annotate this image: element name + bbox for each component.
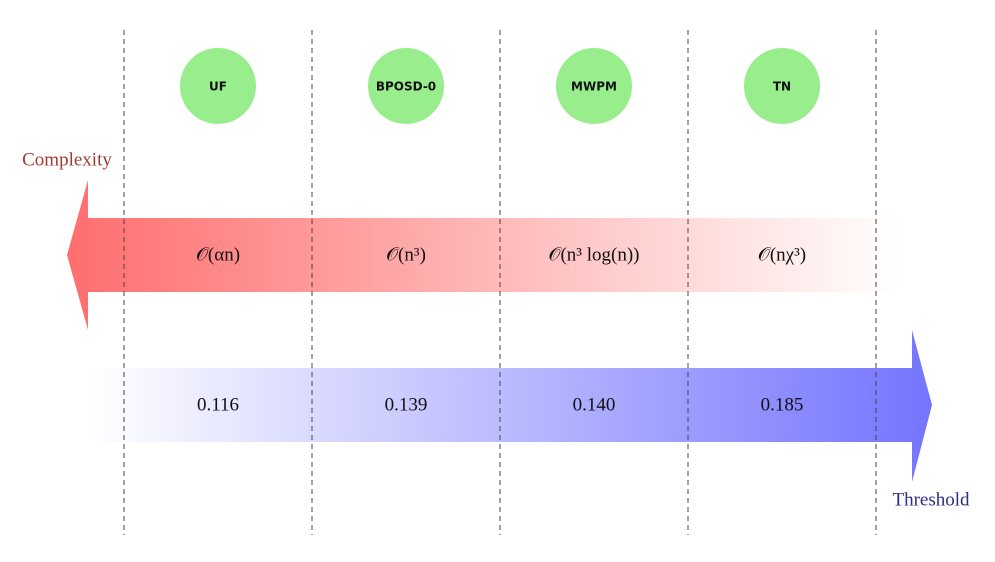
- separators: [123, 30, 877, 535]
- decoder-node: [368, 48, 444, 124]
- decoder-columns: UF 𝒪(αn) 0.116 BPOSD-0 𝒪(n³) 0.139 MWPM 𝒪(n³ lo…: [180, 48, 820, 415]
- decoder-node: [556, 48, 632, 124]
- decoder-name: UF: [209, 80, 227, 94]
- threshold: 0.116: [197, 394, 239, 415]
- complexity: 𝒪(n³ log(n)): [548, 244, 639, 265]
- threshold: 0.140: [573, 394, 616, 415]
- complexity-label: Complexity: [22, 149, 112, 170]
- decoder-node: [744, 48, 820, 124]
- decoder-name: BPOSD-0: [376, 80, 436, 94]
- complexity-arrow: [67, 180, 902, 330]
- complexity: 𝒪(αn): [196, 244, 240, 265]
- decoder-name: TN: [773, 80, 791, 94]
- threshold: 0.139: [385, 394, 428, 415]
- threshold: 0.185: [761, 394, 804, 415]
- threshold-arrow: [88, 330, 932, 482]
- threshold-label: Threshold: [892, 489, 970, 510]
- complexity: 𝒪(nχ³): [758, 244, 806, 265]
- complexity: 𝒪(n³): [386, 244, 426, 265]
- decoder-node: [180, 48, 256, 124]
- decoder-name: MWPM: [571, 80, 617, 94]
